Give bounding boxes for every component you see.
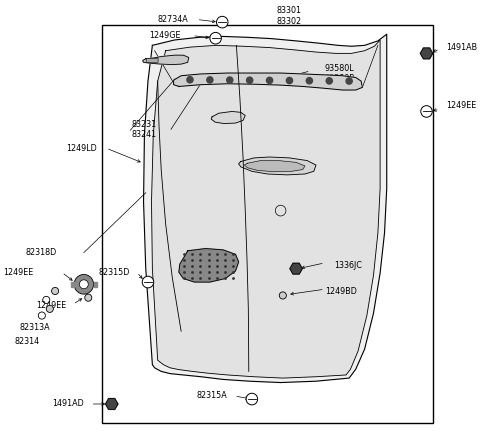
Text: 1249LD: 1249LD xyxy=(66,143,97,153)
Text: 93580L
93580R: 93580L 93580R xyxy=(325,64,356,83)
Circle shape xyxy=(210,32,221,44)
Circle shape xyxy=(79,280,88,289)
Circle shape xyxy=(247,77,253,83)
Polygon shape xyxy=(94,282,97,287)
Circle shape xyxy=(279,292,287,299)
Polygon shape xyxy=(144,34,387,383)
Text: 83231
83241: 83231 83241 xyxy=(132,120,157,139)
Polygon shape xyxy=(244,160,305,172)
Polygon shape xyxy=(143,55,189,65)
Polygon shape xyxy=(211,112,245,124)
Text: 82314: 82314 xyxy=(14,336,40,345)
Text: 1491AD: 1491AD xyxy=(52,400,84,409)
Circle shape xyxy=(227,77,233,83)
Circle shape xyxy=(74,275,94,294)
Polygon shape xyxy=(239,157,316,175)
Circle shape xyxy=(421,106,432,117)
Circle shape xyxy=(326,78,332,84)
Text: 1249GE: 1249GE xyxy=(149,31,180,40)
Circle shape xyxy=(207,77,213,83)
Circle shape xyxy=(306,78,312,84)
Text: 82734A: 82734A xyxy=(157,15,188,24)
Polygon shape xyxy=(420,48,432,59)
Text: 1249EE: 1249EE xyxy=(4,268,34,277)
Text: 82318D: 82318D xyxy=(25,248,57,257)
Polygon shape xyxy=(174,73,362,90)
Text: 1491AB: 1491AB xyxy=(446,43,478,52)
Circle shape xyxy=(85,294,92,301)
Polygon shape xyxy=(152,40,380,378)
Text: 1249EE: 1249EE xyxy=(36,301,66,310)
Polygon shape xyxy=(179,249,239,282)
Circle shape xyxy=(187,77,193,83)
Polygon shape xyxy=(106,399,118,409)
Text: 82313A: 82313A xyxy=(19,323,50,332)
Text: 1249BD: 1249BD xyxy=(325,287,357,296)
Polygon shape xyxy=(290,263,302,274)
FancyBboxPatch shape xyxy=(146,58,158,62)
Circle shape xyxy=(142,276,154,288)
Text: 82315D: 82315D xyxy=(99,268,130,277)
Circle shape xyxy=(46,305,53,312)
Circle shape xyxy=(346,78,352,84)
Circle shape xyxy=(216,16,228,28)
Text: 83301
83302: 83301 83302 xyxy=(277,6,302,26)
Polygon shape xyxy=(71,282,74,287)
Bar xyxy=(102,25,433,423)
Circle shape xyxy=(287,78,292,84)
Text: 1249EE: 1249EE xyxy=(446,101,477,110)
Circle shape xyxy=(246,393,258,405)
Text: 82315A: 82315A xyxy=(197,392,228,401)
Text: 1336JC: 1336JC xyxy=(334,261,361,270)
Circle shape xyxy=(51,288,59,295)
Circle shape xyxy=(266,77,273,83)
